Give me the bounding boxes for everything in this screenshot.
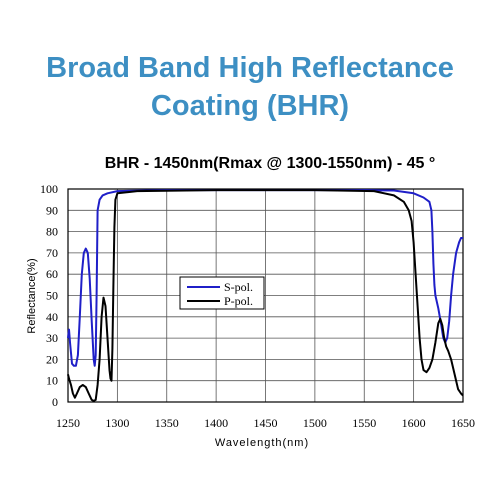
- page-title-line-1: Broad Band High Reflectance: [46, 52, 454, 84]
- chart-title: BHR - 1450nm(Rmax @ 1300-1550nm) - 45 °: [105, 155, 436, 172]
- y-axis-label: Reflectance(%): [26, 258, 38, 333]
- series-lines: [67, 189, 464, 402]
- x-tick-label: 1350: [155, 416, 179, 430]
- legend: S-pol. P-pol.: [179, 276, 265, 310]
- grid: [68, 189, 463, 402]
- x-tick-label: 1650: [451, 416, 475, 430]
- y-tick-label: 30: [46, 331, 58, 345]
- x-tick-label: 1250: [56, 416, 80, 430]
- page-title-line-2: Coating (BHR): [150, 90, 350, 122]
- axis-ticks: 1250 1300 1350 1400 1450 1500 1550 1600 1650 0 10 2…: [40, 182, 475, 430]
- x-tick-label: 1450: [254, 416, 278, 430]
- y-tick-label: 40: [46, 310, 58, 324]
- legend-box: [179, 276, 265, 310]
- x-axis-label: Wavelength(nm): [215, 437, 309, 449]
- y-tick-label: 70: [46, 246, 58, 260]
- x-tick-label: 1550: [352, 416, 376, 430]
- y-tick-label: 50: [46, 289, 58, 303]
- y-tick-label: 90: [46, 203, 58, 217]
- legend-label-s-pol: S-pol.: [224, 280, 253, 294]
- x-tick-label: 1400: [204, 416, 228, 430]
- y-tick-label: 60: [46, 267, 58, 281]
- series-line-p-pol: [67, 189, 464, 402]
- legend-label-p-pol: P-pol.: [224, 294, 253, 308]
- x-tick-label: 1500: [303, 416, 327, 430]
- y-tick-label: 80: [46, 225, 58, 239]
- x-tick-label: 1600: [402, 416, 426, 430]
- y-tick-label: 10: [46, 374, 58, 388]
- y-tick-label: 20: [46, 352, 58, 366]
- y-tick-label: 0: [52, 395, 58, 409]
- x-tick-label: 1300: [105, 416, 129, 430]
- y-tick-label: 100: [40, 182, 58, 196]
- plot-frame: [67, 188, 464, 403]
